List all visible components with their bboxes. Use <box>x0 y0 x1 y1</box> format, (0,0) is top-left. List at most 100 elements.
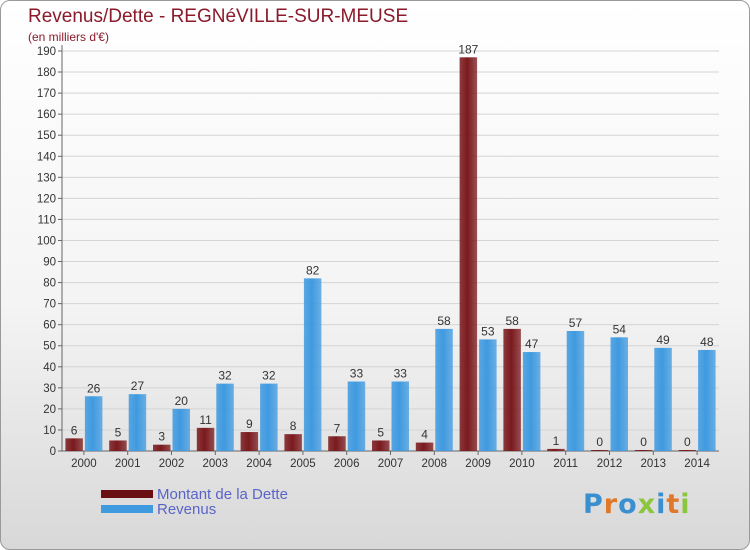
chart-title: Revenus/Dette - REGNéVILLE-SUR-MEUSE <box>28 6 409 27</box>
bar-dette <box>196 427 215 451</box>
bar-dette <box>678 450 697 451</box>
y-tick-label: 80 <box>43 278 56 290</box>
data-label-revenus: 82 <box>306 263 320 277</box>
proxiti-logo: Proxiti <box>583 489 691 520</box>
bar-revenus <box>84 396 103 451</box>
data-label-revenus: 58 <box>437 314 451 328</box>
bar-dette <box>65 438 83 451</box>
y-tick-label: 130 <box>37 172 56 184</box>
x-tick-label: 2013 <box>641 458 667 470</box>
data-label-revenus: 20 <box>175 394 189 408</box>
y-tick-label: 60 <box>43 320 56 332</box>
x-tick-label: 2014 <box>684 458 710 470</box>
data-label-revenus: 26 <box>87 381 101 395</box>
x-tick-label: 2008 <box>422 458 448 470</box>
bar-revenus <box>610 337 628 451</box>
bar-revenus <box>260 383 278 451</box>
data-label-revenus: 27 <box>131 379 145 393</box>
bar-revenus <box>347 381 366 451</box>
data-label-dette: 0 <box>596 435 603 449</box>
y-tick-label: 160 <box>37 109 56 121</box>
legend-label-revenus: Revenus <box>157 501 217 518</box>
logo-letter: x <box>637 489 657 520</box>
bar-revenus <box>172 408 190 451</box>
bar-dette <box>328 436 346 451</box>
y-tick-label: 170 <box>37 88 56 100</box>
bar-dette <box>503 328 521 451</box>
logo-letter: i <box>680 489 691 520</box>
data-label-revenus: 48 <box>700 335 714 349</box>
y-tick-label: 180 <box>37 67 56 79</box>
data-label-dette: 5 <box>377 425 384 439</box>
bar-dette <box>284 434 302 451</box>
y-tick-label: 140 <box>37 151 56 163</box>
data-label-dette: 1 <box>553 434 560 448</box>
bar-revenus <box>654 347 672 451</box>
bar-revenus <box>391 381 409 451</box>
logo-letter: i <box>656 489 667 520</box>
bar-dette <box>153 444 171 451</box>
bar-revenus <box>522 352 541 451</box>
x-tick-label: 2009 <box>465 458 491 470</box>
bar-dette <box>547 448 565 451</box>
logo-letter: r <box>603 489 619 520</box>
data-label-revenus: 32 <box>262 369 276 383</box>
y-tick-label: 0 <box>50 446 56 458</box>
data-label-revenus: 54 <box>613 322 627 336</box>
bar-revenus <box>216 383 234 451</box>
bar-dette <box>591 450 609 451</box>
label-layer: 6 26 5 27 3 20 11 32 9 32 8 82 7 33 5 33 4 58 187 53 58 47 1 57… <box>71 42 714 449</box>
bar-dette <box>109 440 127 451</box>
bar-dette <box>372 440 390 451</box>
bar-dette <box>240 432 259 451</box>
bar-revenus <box>435 328 453 451</box>
data-label-revenus: 57 <box>569 316 583 330</box>
bar-revenus <box>303 278 322 451</box>
data-label-dette: 58 <box>505 314 519 328</box>
axis-layer: 0102030405060708090100110120130140150160… <box>37 45 719 470</box>
x-tick-label: 2000 <box>71 458 97 470</box>
legend-label-dette: Montant de la Dette <box>157 486 288 503</box>
logo-letter: o <box>618 489 638 520</box>
legend-swatch-dette <box>101 490 153 498</box>
y-tick-label: 10 <box>43 425 56 437</box>
y-tick-label: 50 <box>43 341 56 353</box>
x-tick-label: 2003 <box>203 458 229 470</box>
y-tick-label: 30 <box>43 383 56 395</box>
y-tick-label: 100 <box>37 235 56 247</box>
data-label-dette: 8 <box>290 419 297 433</box>
bar-dette <box>634 450 653 451</box>
data-label-dette: 4 <box>421 428 428 442</box>
data-label-dette: 9 <box>246 417 253 431</box>
x-tick-label: 2010 <box>509 458 535 470</box>
y-tick-label: 40 <box>43 362 56 374</box>
bar-revenus <box>698 349 716 451</box>
data-label-revenus: 47 <box>525 337 539 351</box>
y-tick-label: 110 <box>38 214 56 226</box>
x-tick-label: 2001 <box>115 458 141 470</box>
data-label-dette: 7 <box>334 421 341 435</box>
data-label-revenus: 32 <box>218 369 232 383</box>
x-tick-label: 2002 <box>159 458 185 470</box>
data-label-revenus: 53 <box>481 324 495 338</box>
logo-letter: P <box>583 489 604 520</box>
data-label-revenus: 33 <box>394 367 408 381</box>
x-tick-label: 2012 <box>597 458 623 470</box>
logo-letter: t <box>666 489 681 520</box>
data-label-dette: 5 <box>115 425 122 439</box>
data-label-dette: 187 <box>458 42 478 56</box>
data-label-dette: 11 <box>199 413 212 427</box>
bar-revenus <box>128 394 147 451</box>
x-tick-label: 2004 <box>246 458 272 470</box>
y-tick-label: 120 <box>37 193 56 205</box>
x-tick-label: 2006 <box>334 458 360 470</box>
y-tick-label: 150 <box>37 130 56 142</box>
y-tick-label: 20 <box>43 404 56 416</box>
y-tick-label: 90 <box>43 257 56 269</box>
x-tick-label: 2005 <box>290 458 316 470</box>
legend-swatch-revenus <box>101 505 153 513</box>
data-label-dette: 0 <box>640 435 647 449</box>
data-label-revenus: 49 <box>656 333 670 347</box>
